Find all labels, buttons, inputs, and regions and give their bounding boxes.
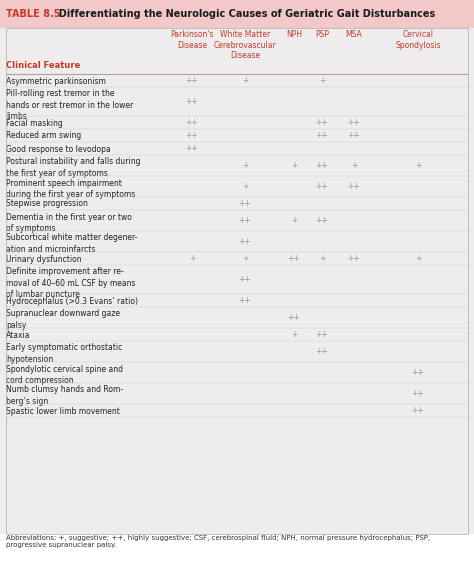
- Text: +: +: [351, 161, 357, 170]
- Text: ++: ++: [347, 182, 360, 191]
- Text: Ataxia: Ataxia: [6, 331, 30, 340]
- Text: Hydrocephalus (>0.3 Evans’ ratio): Hydrocephalus (>0.3 Evans’ ratio): [6, 297, 138, 306]
- Text: Parkinson's
Disease: Parkinson's Disease: [170, 30, 214, 50]
- Text: ++: ++: [238, 275, 251, 284]
- Text: MSA: MSA: [346, 30, 363, 39]
- Text: Dementia in the first year or two
of symptoms: Dementia in the first year or two of sym…: [6, 213, 132, 232]
- Text: ++: ++: [238, 216, 251, 225]
- Text: +: +: [189, 254, 195, 263]
- Text: +: +: [242, 76, 248, 85]
- Text: Supranuclear downward gaze
palsy: Supranuclear downward gaze palsy: [6, 310, 120, 329]
- Text: +: +: [242, 182, 248, 191]
- Text: Differentiating the Neurologic Causes of Geriatric Gait Disturbances: Differentiating the Neurologic Causes of…: [52, 9, 435, 19]
- Text: ++: ++: [347, 254, 360, 263]
- Text: ++: ++: [347, 118, 360, 127]
- Text: ++: ++: [316, 118, 328, 127]
- Text: +: +: [415, 254, 421, 263]
- Text: White Matter
Cerebrovascular
Disease: White Matter Cerebrovascular Disease: [214, 30, 276, 60]
- Text: ++: ++: [316, 161, 328, 170]
- Text: ++: ++: [186, 97, 199, 106]
- Text: Postural instability and falls during
the first year of symptoms: Postural instability and falls during th…: [6, 157, 140, 178]
- Text: ++: ++: [186, 118, 199, 127]
- Text: Spondylotic cervical spine and
cord compression: Spondylotic cervical spine and cord comp…: [6, 364, 123, 385]
- Text: Good response to levodopa: Good response to levodopa: [6, 144, 111, 153]
- Text: Pill-rolling rest tremor in the
hands or rest tremor in the lower
limbs: Pill-rolling rest tremor in the hands or…: [6, 90, 133, 121]
- Text: ++: ++: [316, 182, 328, 191]
- Text: TABLE 8.5: TABLE 8.5: [6, 9, 61, 19]
- Text: ++: ++: [411, 389, 424, 398]
- Text: ++: ++: [316, 216, 328, 225]
- Text: +: +: [291, 216, 297, 225]
- Text: ++: ++: [316, 330, 328, 339]
- Bar: [6, 28, 468, 534]
- Text: Urinary dysfunction: Urinary dysfunction: [6, 254, 82, 263]
- Text: Definite improvement after re-
moval of 40–60 mL CSF by means
of lumbar puncture: Definite improvement after re- moval of …: [6, 267, 136, 299]
- Text: +: +: [415, 161, 421, 170]
- Text: ++: ++: [411, 406, 424, 415]
- Text: ++: ++: [186, 76, 199, 85]
- Text: ++: ++: [238, 199, 251, 208]
- Text: Cervical
Spondylosis: Cervical Spondylosis: [395, 30, 441, 50]
- Text: ++: ++: [411, 368, 424, 377]
- Text: Spastic lower limb movement: Spastic lower limb movement: [6, 407, 120, 416]
- Text: ++: ++: [316, 131, 328, 140]
- Text: ++: ++: [316, 347, 328, 356]
- Text: +: +: [319, 76, 325, 85]
- Text: +: +: [242, 254, 248, 263]
- Text: Facial masking: Facial masking: [6, 118, 63, 127]
- Text: Subcortical white matter degener-
ation and microinfarcts: Subcortical white matter degener- ation …: [6, 233, 137, 254]
- Text: Prominent speech impairment
during the first year of symptoms: Prominent speech impairment during the f…: [6, 178, 135, 199]
- Text: +: +: [291, 330, 297, 339]
- Text: NPH: NPH: [286, 30, 302, 39]
- Text: +: +: [319, 254, 325, 263]
- Text: ++: ++: [288, 254, 301, 263]
- Text: Reduced arm swing: Reduced arm swing: [6, 131, 81, 140]
- Text: +: +: [291, 161, 297, 170]
- Text: PSP: PSP: [315, 30, 329, 39]
- Text: ++: ++: [186, 144, 199, 153]
- Text: ++: ++: [347, 131, 360, 140]
- Text: Clinical Feature: Clinical Feature: [6, 61, 81, 70]
- Text: Stepwise progression: Stepwise progression: [6, 200, 88, 209]
- Bar: [0, 0, 474, 28]
- Text: Early symptomatic orthostatic
hypotension: Early symptomatic orthostatic hypotensio…: [6, 343, 122, 364]
- Bar: [0, 28, 474, 534]
- Text: ++: ++: [288, 313, 301, 322]
- Text: Abbreviations: +, suggestive; ++, highly suggestive; CSF, cerebrospinal fluid; N: Abbreviations: +, suggestive; ++, highly…: [6, 535, 430, 549]
- Text: ++: ++: [186, 131, 199, 140]
- Text: +: +: [242, 161, 248, 170]
- Text: ++: ++: [238, 237, 251, 246]
- Text: Numb clumsy hands and Rom-
berg’s sign: Numb clumsy hands and Rom- berg’s sign: [6, 386, 123, 406]
- Text: ++: ++: [238, 296, 251, 305]
- Text: Asymmetric parkinsonism: Asymmetric parkinsonism: [6, 77, 106, 86]
